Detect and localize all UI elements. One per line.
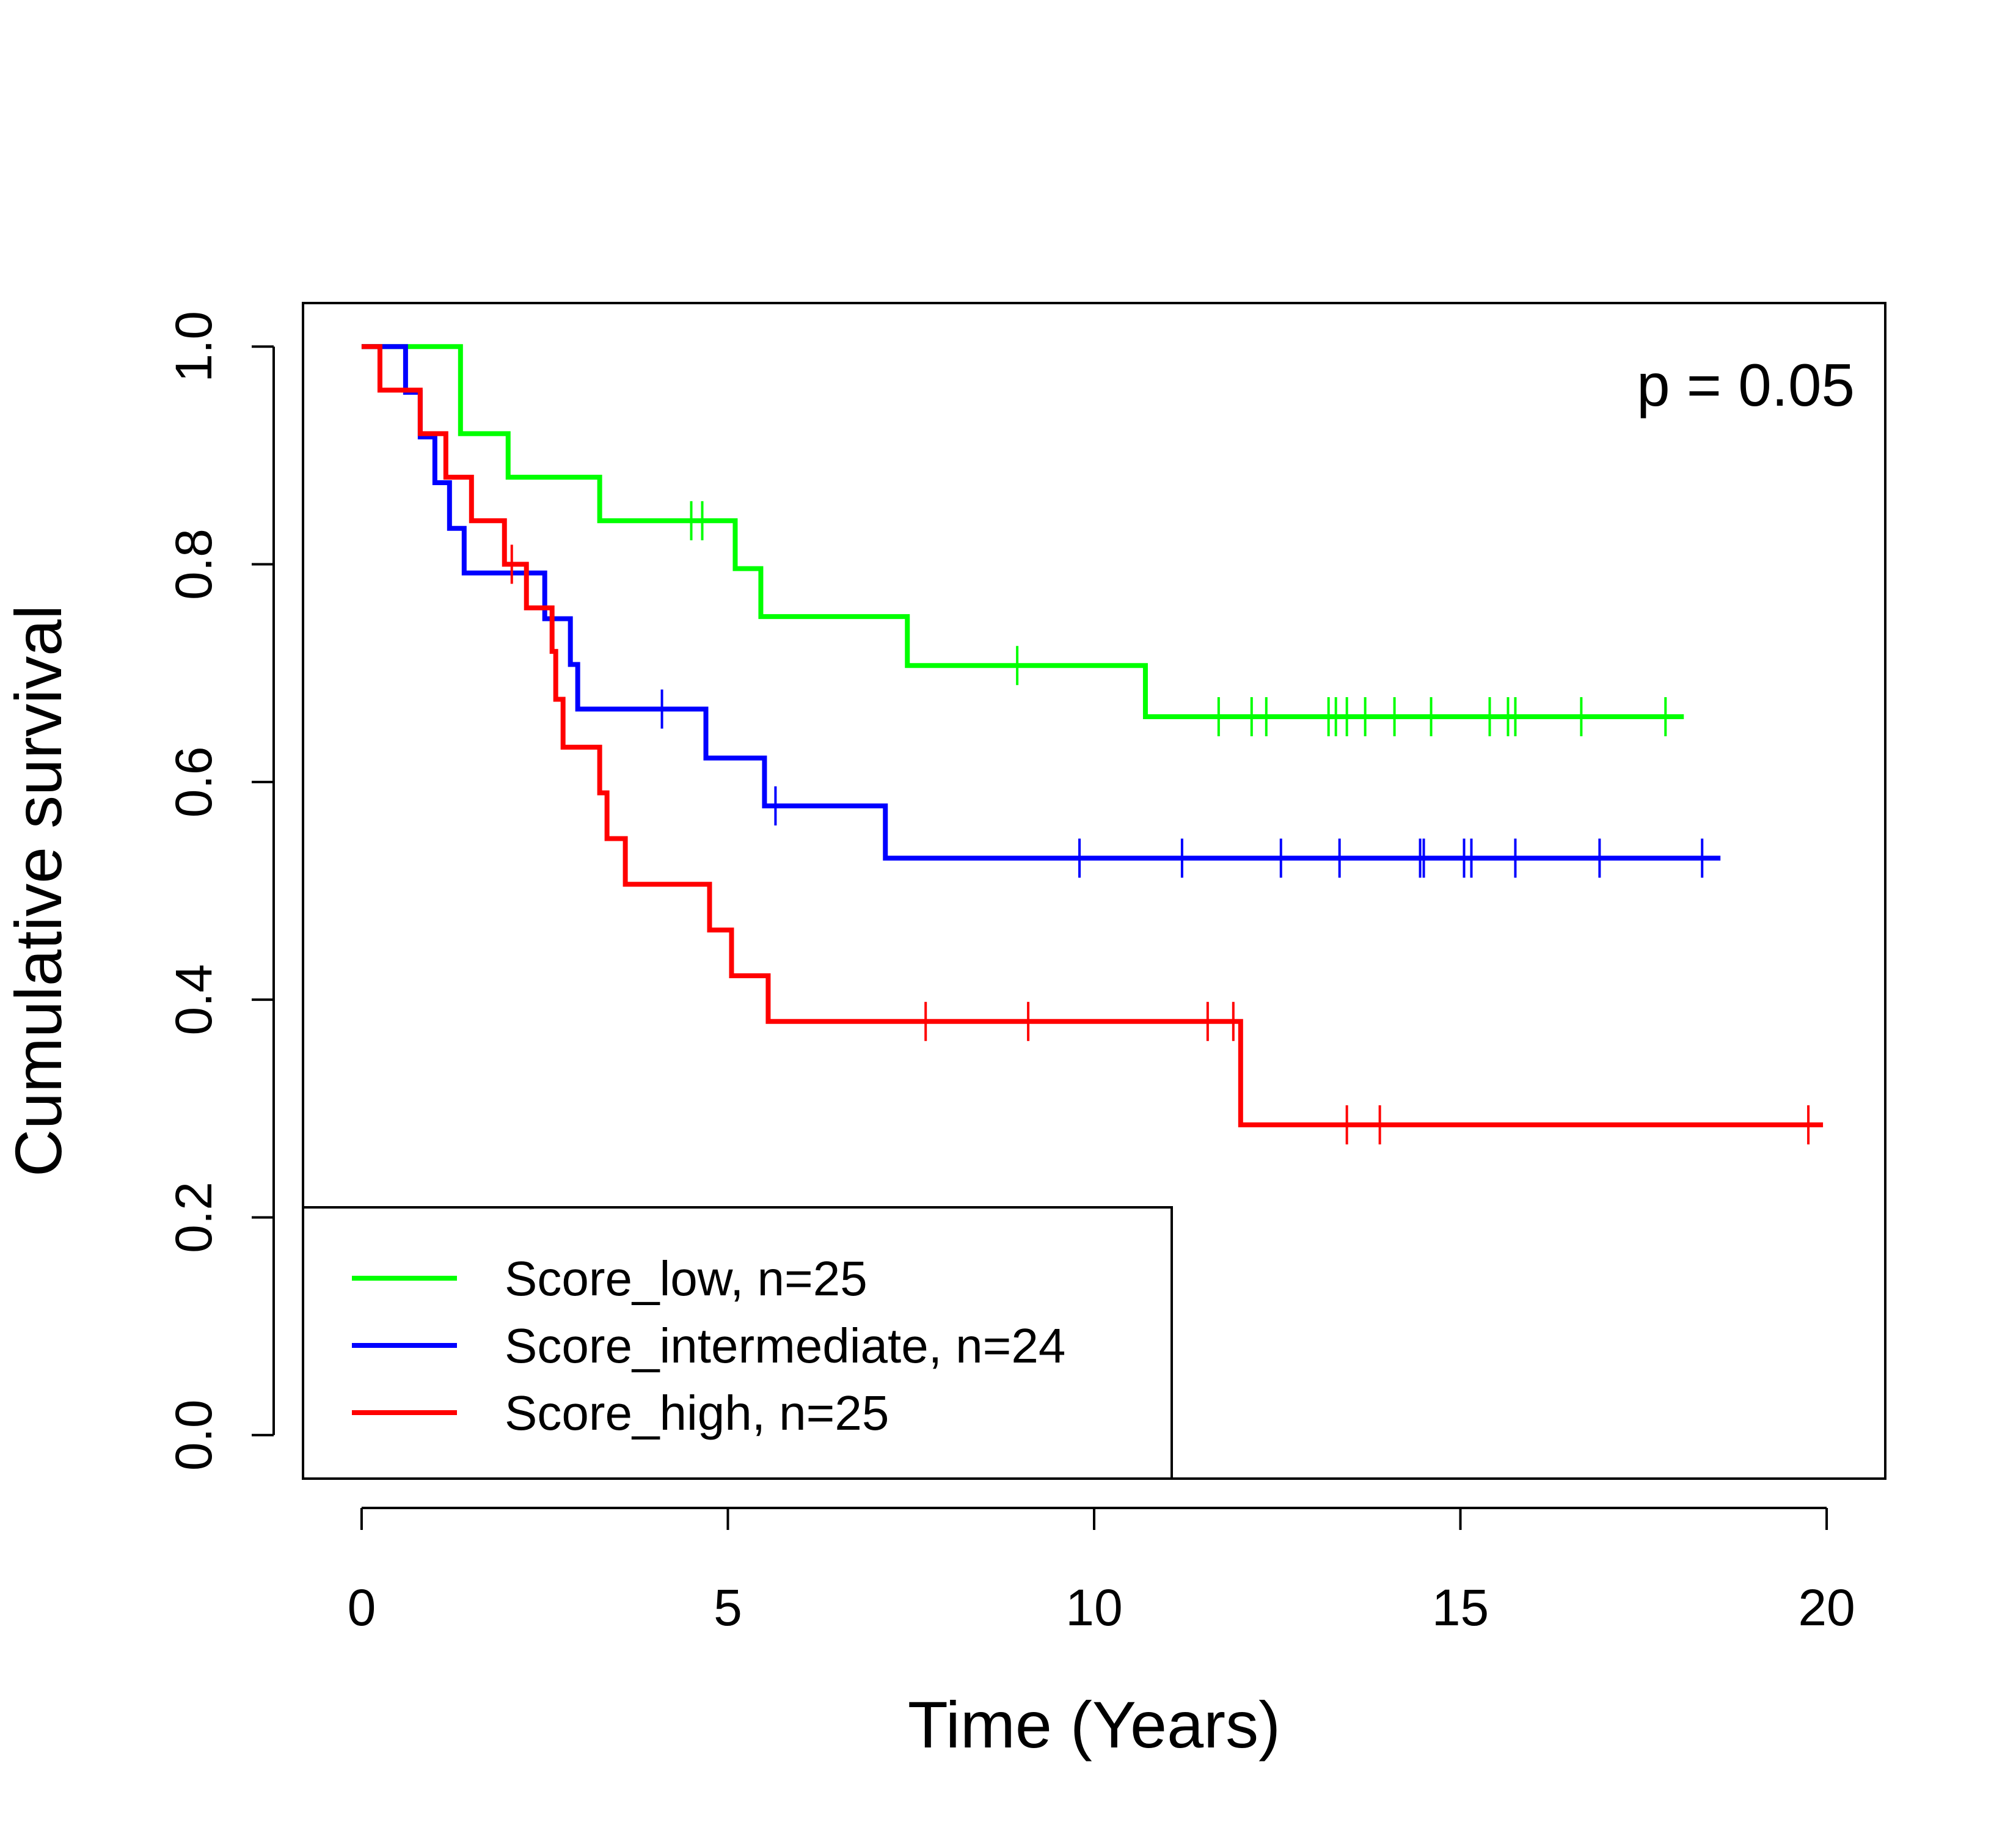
- series-0: [361, 344, 1684, 736]
- legend-label: Score_low, n=25: [505, 1251, 867, 1306]
- y-axis: 0.0 0.2 0.4 0.6 0.8 1.0: [165, 311, 275, 1471]
- x-tick-label: 10: [1065, 1579, 1122, 1636]
- series-line: [361, 344, 1824, 1128]
- series-2: [361, 344, 1824, 1145]
- x-tick-label: 0: [348, 1579, 376, 1636]
- y-tick-label: 1.0: [165, 311, 222, 382]
- legend-label: Score_high, n=25: [505, 1386, 889, 1440]
- x-axis: 0 5 10 15 20: [348, 1507, 1855, 1636]
- y-tick-label: 0.4: [165, 964, 222, 1036]
- x-axis-label: Time (Years): [908, 1688, 1280, 1762]
- y-tick-label: 0.8: [165, 529, 222, 600]
- y-tick-label: 0.6: [165, 746, 222, 818]
- legend-item: Score_intermediate, n=24: [352, 1319, 1065, 1373]
- series-line: [361, 344, 1684, 719]
- plot-frame: [302, 302, 1886, 1480]
- legend-item: Score_high, n=25: [352, 1386, 889, 1440]
- y-tick-label: 0.0: [165, 1399, 222, 1471]
- legend-item: Score_low, n=25: [352, 1251, 867, 1306]
- p-value-annotation: p = 0.05: [1637, 351, 1855, 419]
- x-tick-label: 15: [1432, 1579, 1489, 1636]
- y-axis-label: Cumulative survival: [1, 605, 75, 1177]
- x-tick-label: 5: [714, 1579, 742, 1636]
- series-layer: [361, 344, 1824, 1145]
- x-tick-label: 20: [1798, 1579, 1855, 1636]
- legend: Score_low, n=25 Score_intermediate, n=24 S…: [352, 1251, 1065, 1440]
- y-tick-label: 0.2: [165, 1182, 222, 1253]
- legend-label: Score_intermediate, n=24: [505, 1319, 1065, 1373]
